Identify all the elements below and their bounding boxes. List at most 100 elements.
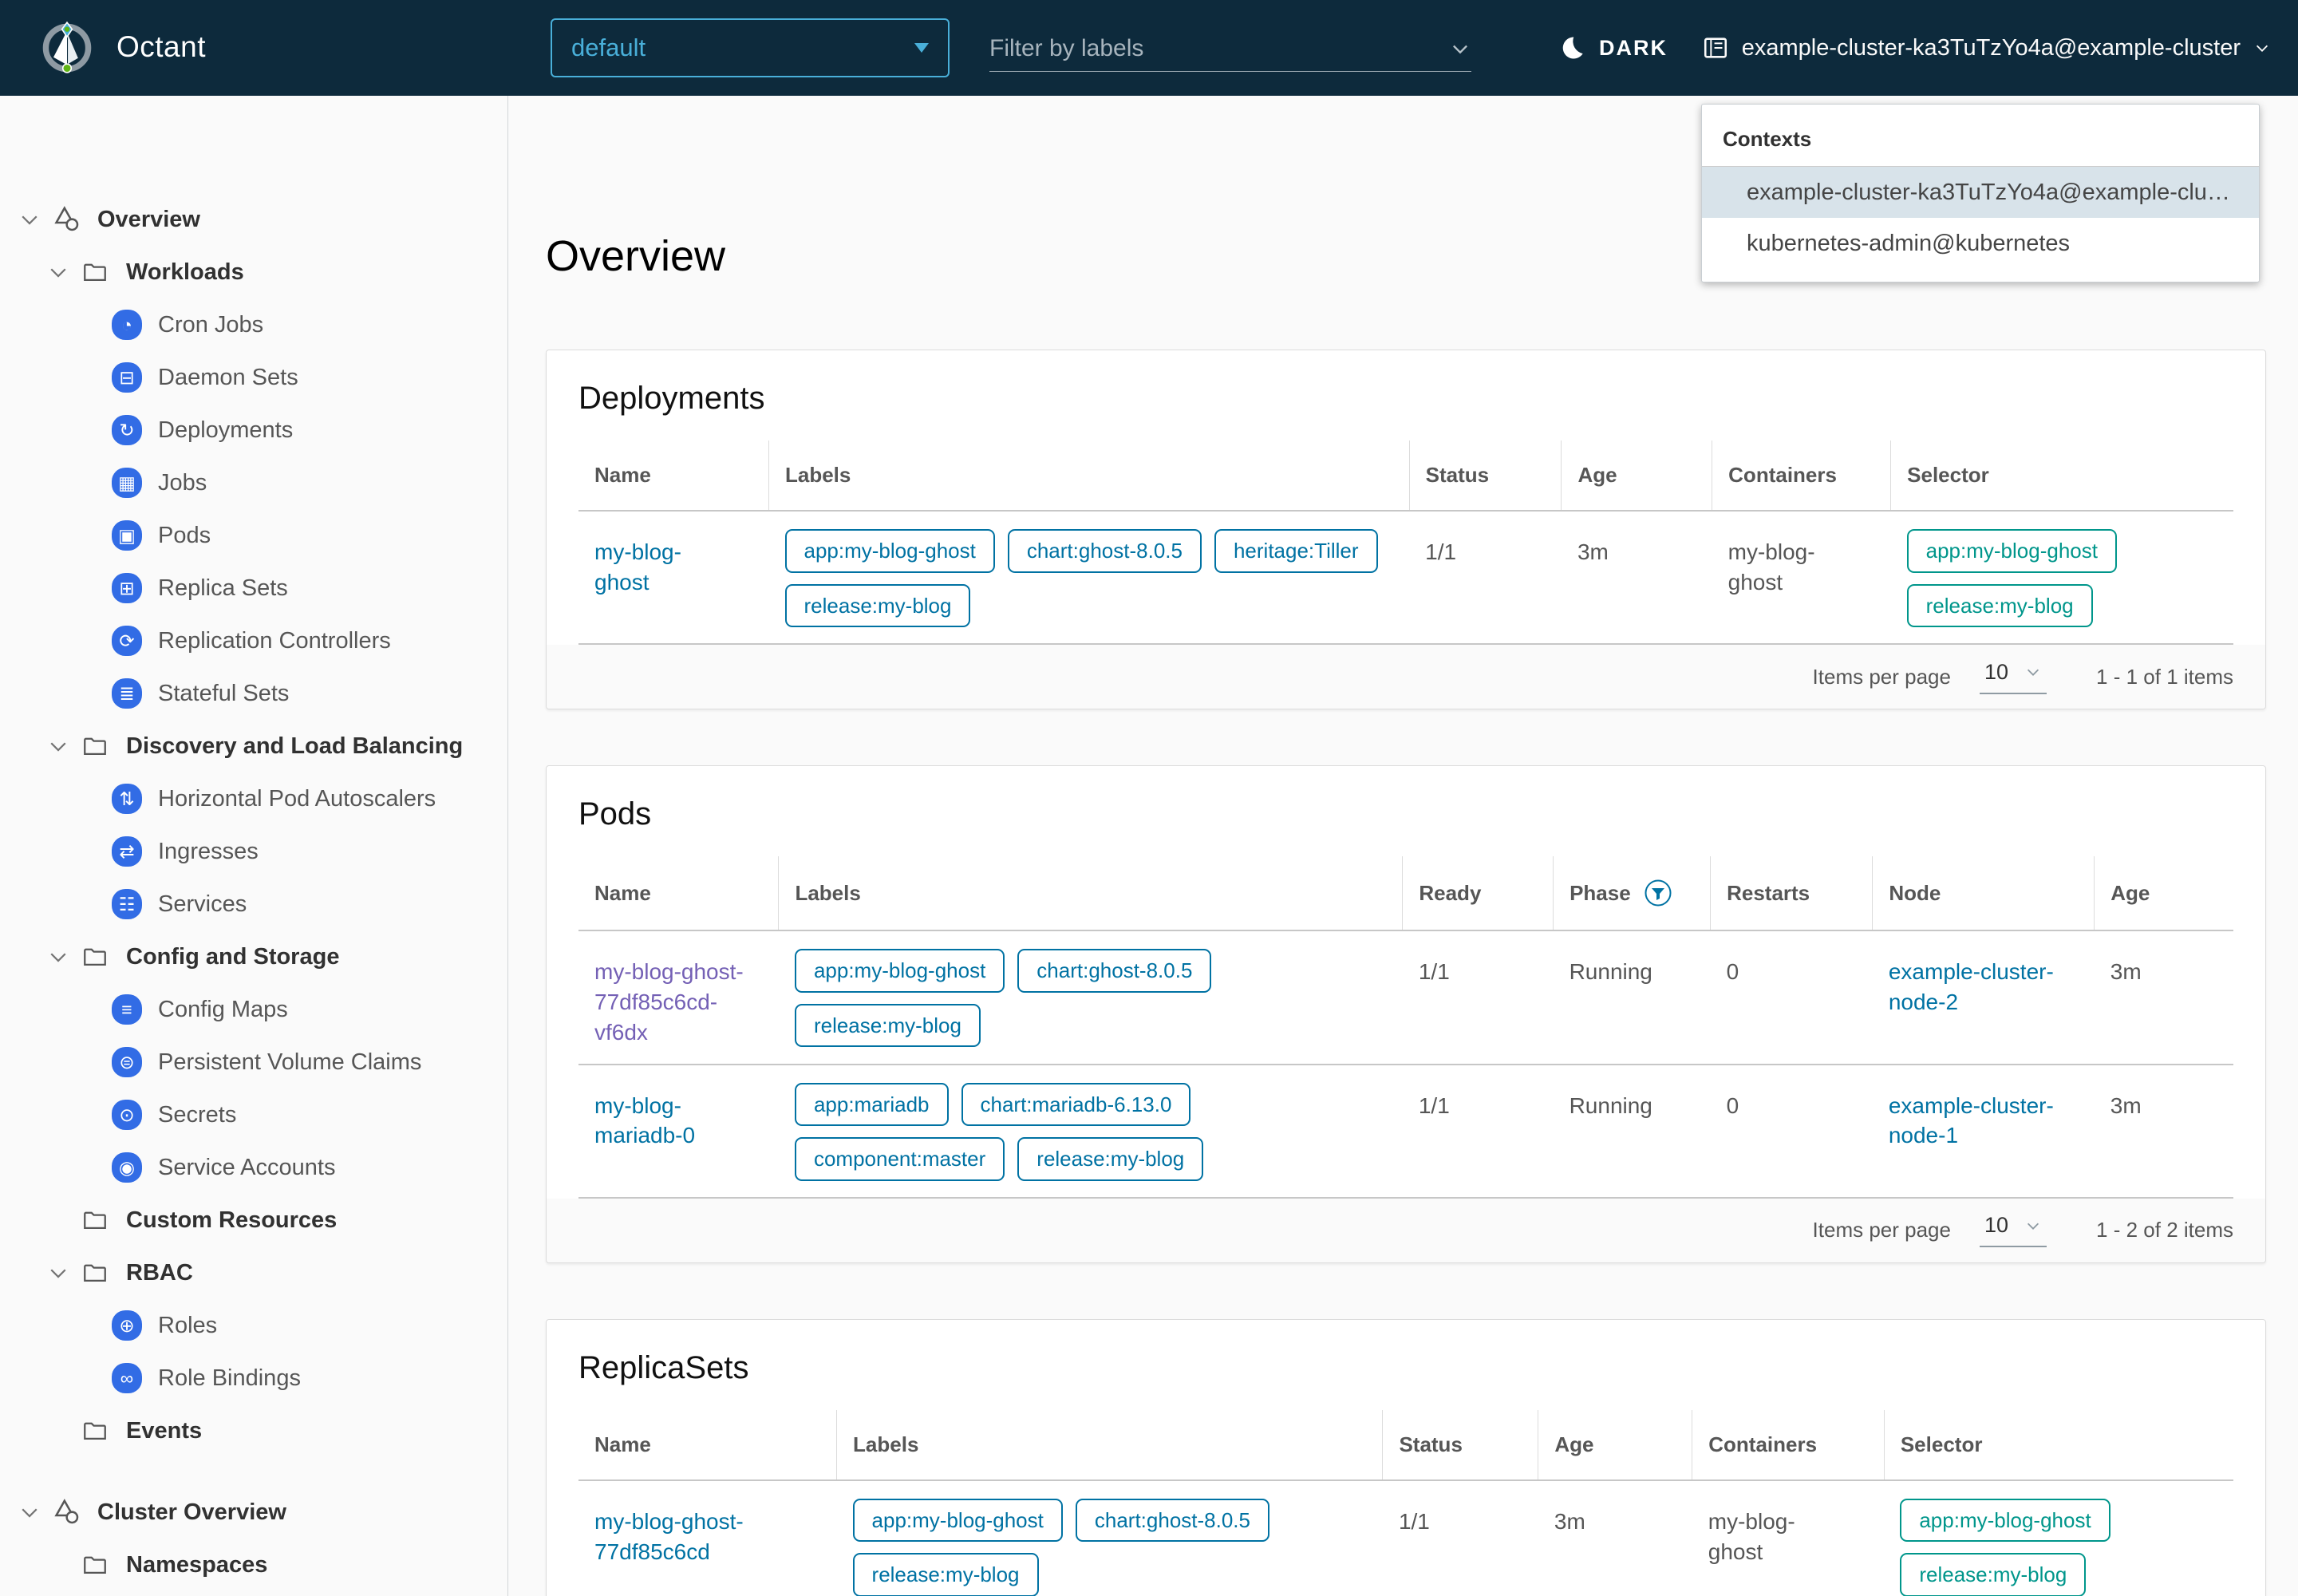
k8s-configmap-icon: ≡	[112, 994, 142, 1025]
sidebar-item-jobs[interactable]: ▦ Jobs	[0, 456, 507, 509]
sidebar-item-label: Services	[158, 891, 247, 917]
page-title: Overview	[546, 232, 726, 280]
sidebar-item-daemon-sets[interactable]: ⊟ Daemon Sets	[0, 351, 507, 404]
chevron-down-icon	[2027, 1223, 2039, 1230]
sidebar-item-config-and-storage[interactable]: Config and Storage	[0, 930, 507, 983]
replicaset-name-link[interactable]: my-blog-ghost-77df85c6cd	[594, 1508, 744, 1564]
context-option-kubernetes-admin[interactable]: kubernetes-admin@kubernetes	[1747, 230, 2071, 256]
context-selector[interactable]: example-cluster-ka3TuTzYo4a@example-clus…	[1702, 0, 2271, 96]
sidebar-item-custom-resources[interactable]: Custom Resources	[0, 1591, 507, 1596]
label-pill: release:my-blog	[794, 1003, 981, 1048]
sidebar-item-secrets[interactable]: ⊙ Secrets	[0, 1088, 507, 1141]
node-link[interactable]: example-cluster-node-2	[1888, 959, 2054, 1014]
sidebar-item-ingresses[interactable]: ⇄ Ingresses	[0, 825, 507, 878]
sidebar-item-deployments[interactable]: ↻ Deployments	[0, 404, 507, 456]
label-pill: app:mariadb	[794, 1082, 949, 1127]
pod-name-link[interactable]: my-blog-ghost-77df85c6cd-vf6dx	[594, 959, 744, 1045]
k8s-daemonset-icon: ⊟	[112, 362, 142, 393]
label-pill: chart:mariadb-6.13.0	[961, 1082, 1191, 1127]
deployment-name-link[interactable]: my-blog-ghost	[594, 539, 681, 595]
chevron-down-icon[interactable]	[46, 260, 80, 284]
sidebar-item-role-bindings[interactable]: ∞ Role Bindings	[0, 1352, 507, 1404]
k8s-pvc-icon: ⊜	[112, 1047, 142, 1077]
app-header: Octant default DARK example-cluster-ka3T…	[0, 0, 2298, 96]
sidebar-item-cluster-overview[interactable]: Cluster Overview	[0, 1486, 507, 1539]
label-filter-input[interactable]	[989, 34, 1404, 62]
sidebar-item-label: Config and Storage	[126, 943, 340, 970]
k8s-serviceaccount-icon: ◉	[112, 1152, 142, 1183]
k8s-secret-icon: ⊙	[112, 1100, 142, 1130]
sidebar-item-label: Cron Jobs	[158, 311, 264, 338]
chevron-down-icon[interactable]	[46, 945, 80, 969]
k8s-rolebinding-icon: ∞	[112, 1363, 142, 1393]
replicasets-card: ReplicaSets Name Labels Status Age Conta…	[546, 1318, 2266, 1596]
sidebar-item-namespaces[interactable]: Namespaces	[0, 1539, 507, 1591]
column-header: Containers	[1692, 1409, 1885, 1481]
sidebar-item-replica-sets[interactable]: ⊞ Replica Sets	[0, 562, 507, 614]
pagination-range: 1 - 2 of 2 items	[2096, 1218, 2233, 1242]
pagination-range: 1 - 1 of 1 items	[2096, 664, 2233, 689]
table-row: my-blog-mariadb-0 app:mariadb chart:mari…	[578, 1064, 2233, 1199]
label-pill: app:my-blog-ghost	[794, 949, 1005, 993]
column-header: Age	[2094, 856, 2233, 932]
label-pill: release:my-blog	[784, 583, 971, 628]
sidebar-item-label: Deployments	[158, 417, 294, 443]
sidebar-item-discovery-and-load-balancing[interactable]: Discovery and Load Balancing	[0, 720, 507, 772]
context-option-current[interactable]: example-cluster-ka3TuTzYo4a@example-clu…	[1702, 167, 2259, 218]
sidebar-item-custom-resources[interactable]: Custom Resources	[0, 1194, 507, 1246]
chevron-down-icon[interactable]	[1449, 38, 1471, 60]
sidebar-item-events[interactable]: Events	[0, 1404, 507, 1457]
column-header: Age	[1561, 440, 1712, 512]
chevron-down-icon[interactable]	[18, 1500, 51, 1524]
pods-card: Pods Name Labels Ready Phase	[546, 765, 2266, 1263]
k8s-replicationcontroller-icon: ⟳	[112, 626, 142, 656]
chevron-down-icon[interactable]	[46, 734, 80, 758]
folder-icon	[80, 943, 115, 970]
sidebar-item-label: Role Bindings	[158, 1365, 301, 1391]
chevron-down-icon[interactable]	[46, 1261, 80, 1285]
sidebar-item-overview[interactable]: Overview	[0, 193, 507, 246]
label-pill: chart:ghost-8.0.5	[1075, 1498, 1269, 1543]
app-title: Octant	[116, 30, 206, 63]
sidebar-item-horizontal-pod-autoscalers[interactable]: ⇅ Horizontal Pod Autoscalers	[0, 772, 507, 825]
k8s-ingress-icon: ⇄	[112, 836, 142, 867]
label-pill: release:my-blog	[1017, 1137, 1204, 1181]
sidebar-item-replication-controllers[interactable]: ⟳ Replication Controllers	[0, 614, 507, 667]
folder-icon	[80, 1417, 115, 1444]
table-row: my-blog-ghost-77df85c6cd app:my-blog-gho…	[578, 1479, 2233, 1596]
page-size-select[interactable]: 10	[1979, 1213, 2047, 1248]
age-cell: 3m	[1561, 511, 1712, 646]
objects-icon	[51, 204, 86, 235]
theme-toggle[interactable]: DARK	[1558, 0, 1668, 96]
sidebar-item-service-accounts[interactable]: ◉ Service Accounts	[0, 1141, 507, 1194]
sidebar-item-pods[interactable]: ▣ Pods	[0, 509, 507, 562]
restarts-cell: 0	[1710, 930, 1873, 1065]
column-header: Phase	[1553, 856, 1711, 932]
phase-cell: Running	[1553, 930, 1711, 1065]
node-link[interactable]: example-cluster-node-1	[1888, 1092, 2054, 1148]
filter-icon[interactable]	[1644, 879, 1672, 907]
chevron-down-icon[interactable]	[18, 207, 51, 231]
age-cell: 3m	[1538, 1479, 1692, 1596]
folder-icon	[80, 733, 115, 760]
main-content: Overview Deployments Name Labels Status …	[508, 96, 2298, 1596]
objects-icon	[51, 1497, 86, 1527]
namespace-select[interactable]: default	[551, 18, 950, 77]
sidebar-item-roles[interactable]: ⊕ Roles	[0, 1299, 507, 1352]
sidebar-item-services[interactable]: ☷ Services	[0, 878, 507, 930]
sidebar-item-stateful-sets[interactable]: ≣ Stateful Sets	[0, 667, 507, 720]
pod-name-link[interactable]: my-blog-mariadb-0	[594, 1092, 696, 1148]
ready-cell: 1/1	[1402, 930, 1554, 1065]
column-header: Age	[1538, 1409, 1692, 1481]
sidebar-item-persistent-volume-claims[interactable]: ⊜ Persistent Volume Claims	[0, 1036, 507, 1088]
column-header: Labels	[836, 1409, 1383, 1481]
folder-icon	[80, 1551, 115, 1578]
page-size-select[interactable]: 10	[1979, 660, 2047, 694]
sidebar-item-workloads[interactable]: Workloads	[0, 246, 507, 298]
cluster-icon	[1704, 38, 1727, 58]
sidebar-item-label: RBAC	[126, 1259, 193, 1286]
sidebar-item-cron-jobs[interactable]: ◔ Cron Jobs	[0, 298, 507, 351]
sidebar-item-config-maps[interactable]: ≡ Config Maps	[0, 983, 507, 1036]
sidebar-item-label: Jobs	[158, 469, 207, 496]
sidebar-item-rbac[interactable]: RBAC	[0, 1246, 507, 1299]
